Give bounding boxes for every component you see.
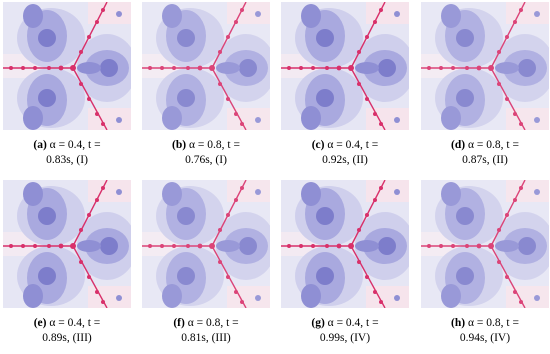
caption-label: (b)	[172, 139, 187, 151]
basin-image	[3, 180, 131, 308]
basin-image	[3, 2, 131, 130]
subfigure: (a) α = 0.4, t = 0.83s, (I)	[0, 2, 134, 168]
basin-image	[142, 2, 270, 130]
caption-line1: α = 0.4, t =	[327, 139, 379, 151]
subfigure: (b) α = 0.8, t = 0.76s, (I)	[139, 2, 273, 168]
caption: (c) α = 0.4, t = 0.92s, (II)	[278, 138, 412, 168]
caption-line2: 0.87s, (II)	[462, 154, 508, 166]
caption-line2: 0.81s, (III)	[181, 332, 231, 344]
basin-image	[421, 2, 549, 130]
caption-line2: 0.99s, (IV)	[319, 332, 371, 344]
caption-label: (c)	[311, 139, 325, 151]
subfigure: (e) α = 0.4, t = 0.89s, (III)	[0, 180, 134, 346]
subfigure: (g) α = 0.4, t = 0.99s, (IV)	[278, 180, 412, 346]
caption-line2: 0.92s, (II)	[322, 154, 368, 166]
caption-line2: 0.83s, (I)	[46, 154, 88, 166]
basin-image	[281, 2, 409, 130]
caption-line1: α = 0.8, t =	[187, 317, 239, 329]
caption: (h) α = 0.8, t = 0.94s, (IV)	[418, 316, 550, 346]
caption: (b) α = 0.8, t = 0.76s, (I)	[139, 138, 273, 168]
caption-label: (g)	[311, 317, 325, 329]
subfigure: (c) α = 0.4, t = 0.92s, (II)	[278, 2, 412, 168]
caption-label: (e)	[33, 317, 47, 329]
caption-line1: α = 0.8, t =	[188, 139, 240, 151]
caption-line1: α = 0.4, t =	[327, 317, 379, 329]
subfigure: (d) α = 0.8, t = 0.87s, (II)	[418, 2, 550, 168]
subfigure: (f) α = 0.8, t = 0.81s, (III)	[139, 180, 273, 346]
caption-line1: α = 0.8, t =	[467, 317, 519, 329]
basin-image	[281, 180, 409, 308]
caption-line2: 0.89s, (III)	[42, 332, 92, 344]
caption-label: (d)	[451, 139, 466, 151]
caption: (g) α = 0.4, t = 0.99s, (IV)	[278, 316, 412, 346]
caption-label: (a)	[33, 139, 47, 151]
caption: (e) α = 0.4, t = 0.89s, (III)	[0, 316, 134, 346]
caption-line2: 0.94s, (IV)	[459, 332, 511, 344]
caption-line1: α = 0.8, t =	[467, 139, 519, 151]
subfigure: (h) α = 0.8, t = 0.94s, (IV)	[418, 180, 550, 346]
caption: (f) α = 0.8, t = 0.81s, (III)	[139, 316, 273, 346]
basin-image	[142, 180, 270, 308]
caption: (a) α = 0.4, t = 0.83s, (I)	[0, 138, 134, 168]
caption-line1: α = 0.4, t =	[49, 317, 101, 329]
caption-label: (f)	[173, 317, 185, 329]
basin-image	[421, 180, 549, 308]
caption: (d) α = 0.8, t = 0.87s, (II)	[418, 138, 550, 168]
caption-line2: 0.76s, (I)	[185, 154, 227, 166]
caption-label: (h)	[451, 317, 466, 329]
caption-line1: α = 0.4, t =	[49, 139, 101, 151]
